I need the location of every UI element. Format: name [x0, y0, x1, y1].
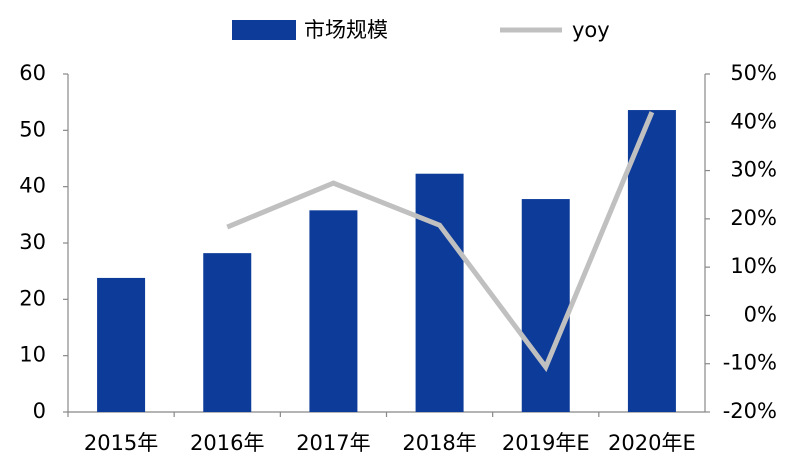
bar	[203, 253, 252, 412]
bar	[309, 210, 358, 412]
y-tick-label: 10	[19, 343, 46, 367]
y2-tick-label: 40%	[730, 109, 777, 133]
x-tick-label: 2018年	[402, 431, 476, 455]
line	[226, 111, 655, 373]
y2-tick-label: 10%	[730, 254, 777, 278]
y2-tick-label: 30%	[730, 158, 777, 182]
x-tick-label: 2019年E	[502, 431, 590, 455]
bar	[521, 199, 570, 412]
bar	[415, 173, 464, 412]
y2-tick-label: -20%	[723, 399, 777, 423]
y2-tick-label: 20%	[730, 206, 777, 230]
y-tick-label: 30	[19, 230, 46, 254]
y-tick-label: 60	[19, 61, 46, 85]
legend-label: 市场规模	[304, 18, 388, 42]
y-tick-label: 50	[19, 117, 46, 141]
y-tick-label: 0	[33, 399, 46, 423]
x-tick-label: 2017年	[296, 431, 370, 455]
legend-swatch	[232, 20, 296, 40]
x-tick-label: 2015年	[84, 431, 158, 455]
y-tick-label: 20	[19, 286, 46, 310]
y2-tick-label: 50%	[730, 61, 777, 85]
y2-tick-label: 0%	[744, 302, 777, 326]
legend-label: yoy	[572, 18, 610, 42]
x-tick-label: 2016年	[190, 431, 264, 455]
x-tick-label: 2020年E	[608, 431, 696, 455]
y-tick-label: 40	[19, 174, 46, 198]
y2-tick-label: -10%	[723, 351, 777, 375]
bar	[627, 110, 676, 412]
bar	[97, 277, 146, 412]
